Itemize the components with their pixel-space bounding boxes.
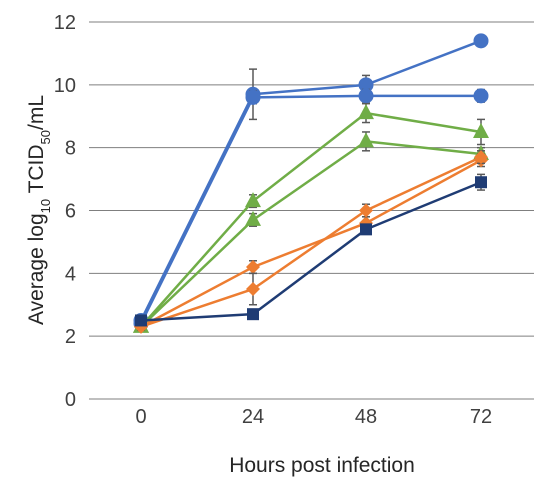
data-point-circle	[473, 33, 489, 49]
x-tick-label: 0	[135, 406, 146, 428]
y-tick-label: 2	[65, 326, 76, 348]
data-point-square	[247, 308, 259, 321]
series-line	[139, 94, 481, 325]
data-point-triangle	[358, 104, 374, 120]
data-point-triangle	[358, 132, 374, 148]
series-line	[140, 181, 482, 322]
y-tick-label: 12	[54, 12, 76, 34]
series-triangle-3	[133, 102, 489, 333]
data-point-square	[135, 314, 147, 327]
y-tick-label: 4	[65, 263, 76, 285]
data-point-circle	[358, 77, 374, 93]
series-line	[140, 159, 482, 328]
x-tick-label: 48	[355, 406, 377, 428]
data-point-circle	[358, 88, 374, 104]
series-line	[140, 111, 482, 328]
y-tick-label: 0	[65, 389, 76, 411]
data-point-diamond	[474, 150, 488, 165]
data-point-triangle	[245, 192, 261, 208]
data-point-square	[475, 176, 487, 189]
y-axis-ticks: 0 2 4 6 8 10 12	[54, 12, 76, 411]
series-line	[139, 39, 482, 322]
x-tick-label: 72	[470, 406, 492, 428]
y-tick-label: 10	[54, 75, 76, 97]
y-axis-label: Average log10 TCID50/mL	[25, 95, 53, 325]
data-point-triangle	[473, 122, 489, 138]
data-point-circle	[473, 88, 489, 104]
data-point-square	[360, 223, 372, 236]
data-point-circle	[245, 89, 261, 105]
series-group	[133, 33, 489, 334]
series-line	[140, 155, 482, 328]
series-square-7	[135, 173, 487, 327]
series-line	[140, 140, 482, 328]
y-tick-label: 8	[65, 138, 76, 160]
data-point-diamond	[246, 282, 260, 297]
x-tick-label: 24	[242, 406, 264, 428]
gridlines	[89, 21, 534, 400]
series-diamond-6	[134, 150, 488, 334]
x-axis-label: Hours post infection	[229, 454, 415, 477]
data-point-diamond	[246, 260, 260, 275]
data-point-triangle	[245, 210, 261, 226]
y-tick-label: 6	[65, 201, 76, 223]
data-point-diamond	[359, 203, 373, 218]
x-axis-ticks: 0 24 48 72	[135, 406, 492, 428]
